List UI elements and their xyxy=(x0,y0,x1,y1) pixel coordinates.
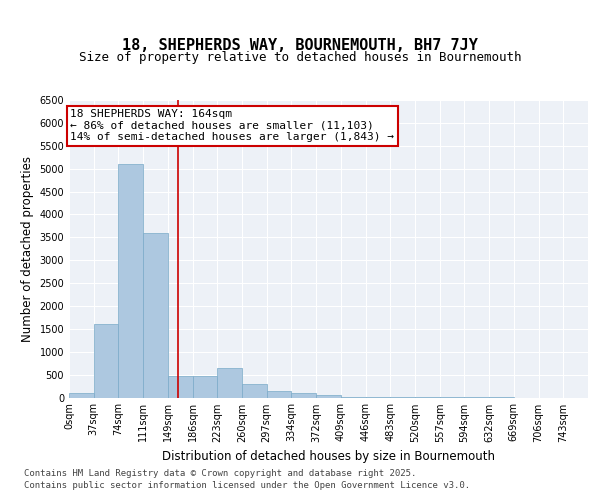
Bar xyxy=(94,324,118,398)
Text: Size of property relative to detached houses in Bournemouth: Size of property relative to detached ho… xyxy=(79,51,521,64)
X-axis label: Distribution of detached houses by size in Bournemouth: Distribution of detached houses by size … xyxy=(162,450,495,463)
Text: 18 SHEPHERDS WAY: 164sqm
← 86% of detached houses are smaller (11,103)
14% of se: 18 SHEPHERDS WAY: 164sqm ← 86% of detach… xyxy=(70,109,394,142)
Bar xyxy=(143,232,168,398)
Bar xyxy=(118,164,143,398)
Y-axis label: Number of detached properties: Number of detached properties xyxy=(21,156,34,342)
Bar xyxy=(316,395,341,398)
Text: Contains public sector information licensed under the Open Government Licence v3: Contains public sector information licen… xyxy=(24,480,470,490)
Bar xyxy=(267,390,292,398)
Bar xyxy=(242,384,267,398)
Bar xyxy=(193,376,217,398)
Text: Contains HM Land Registry data © Crown copyright and database right 2025.: Contains HM Land Registry data © Crown c… xyxy=(24,470,416,478)
Bar xyxy=(69,393,94,398)
Bar xyxy=(217,368,242,398)
Bar xyxy=(168,376,193,398)
Bar xyxy=(292,393,316,398)
Bar xyxy=(341,396,365,398)
Text: 18, SHEPHERDS WAY, BOURNEMOUTH, BH7 7JY: 18, SHEPHERDS WAY, BOURNEMOUTH, BH7 7JY xyxy=(122,38,478,52)
